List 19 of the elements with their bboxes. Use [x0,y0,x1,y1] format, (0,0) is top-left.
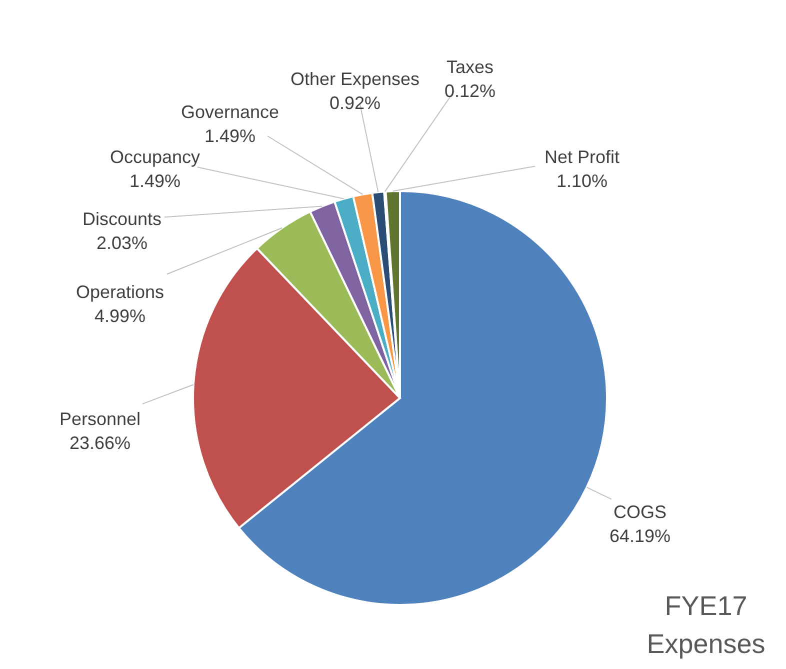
slice-label: Net Profit [544,147,620,167]
slice-label: Other Expenses [290,69,420,89]
text: FYE17 Expenses [646,591,766,659]
slice-label: Discounts [82,209,162,229]
data-label: 1.49% [129,171,181,191]
slice-label: Personnel [59,409,141,429]
slice-label: Governance [180,102,280,122]
data-label: 1.49% [204,126,256,146]
slice-label: Operations [76,282,164,302]
data-label: 23.66% [69,433,131,453]
slice-label: Occupancy [110,147,200,167]
data-label: 0.92% [329,93,381,113]
slice-label: Taxes [446,57,494,77]
data-label: 2.03% [96,233,148,253]
data-label: 4.99% [94,306,146,326]
data-label: 64.19% [609,526,671,546]
slice-label: COGS [613,502,667,522]
data-label: 0.12% [444,81,496,101]
data-label: 1.10% [556,171,608,191]
